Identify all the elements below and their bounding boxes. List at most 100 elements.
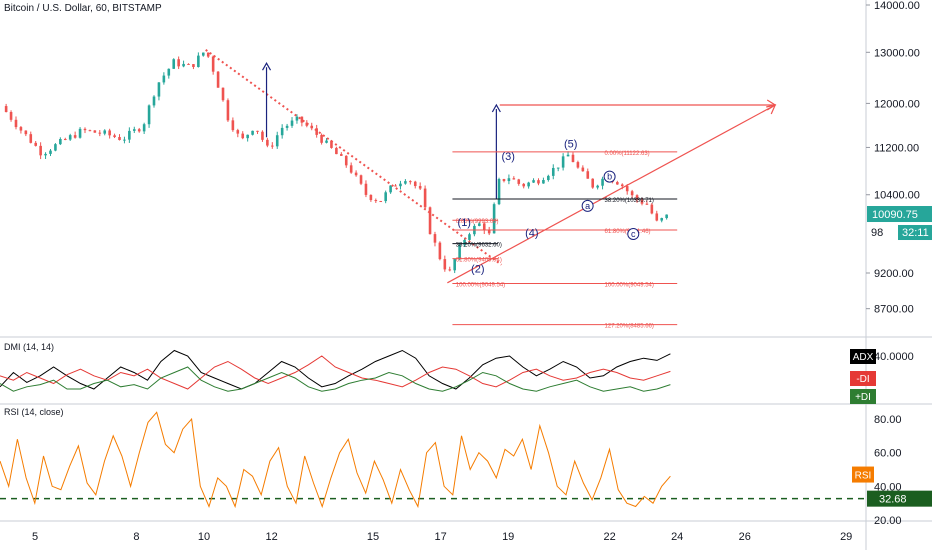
fib-small-label: 0.00%(9993.00)	[456, 219, 499, 225]
candle-body	[423, 188, 427, 208]
candle-body	[231, 120, 235, 131]
wave-label: (2)	[471, 263, 484, 275]
price-tick-label: 14000.00	[874, 0, 920, 12]
time-tick-label: 8	[133, 531, 139, 543]
candle-body	[349, 165, 353, 173]
candle-body	[413, 181, 417, 187]
candle-body	[187, 63, 190, 65]
candle-body	[645, 203, 649, 205]
candle-body	[34, 142, 38, 146]
measure-arrow-left-head	[262, 61, 272, 71]
candle-body	[399, 183, 402, 187]
candle-body	[280, 127, 284, 136]
candle-body	[98, 132, 102, 134]
dmi-legend-box	[850, 349, 876, 364]
candle-body	[374, 200, 378, 202]
last-price-label: 10090.75	[872, 209, 918, 221]
fib-small-label: 100.00%(9049.54)	[456, 283, 505, 289]
candle-body	[261, 131, 264, 140]
candle-body	[157, 82, 161, 97]
candle-body	[438, 242, 442, 260]
candle-body	[177, 59, 180, 67]
dmi-series-di	[0, 366, 671, 392]
wave-label: (5)	[564, 138, 577, 150]
candle-body	[68, 135, 72, 140]
wave-circle	[603, 170, 616, 183]
candle-body	[409, 181, 412, 183]
rising-trend-head	[766, 104, 777, 115]
candle-body	[251, 130, 254, 135]
candle-body	[468, 234, 471, 240]
candle-body	[620, 184, 624, 187]
rsi-pane-label: RSI (14, close)	[4, 407, 64, 417]
candle-body	[482, 223, 486, 231]
rsi-level-box	[867, 490, 932, 507]
price-tick-label: 11200.00	[874, 142, 919, 154]
candle-body	[478, 223, 481, 226]
time-tick-label: 22	[603, 531, 615, 543]
countdown-label: 32:11	[902, 227, 929, 239]
last-price-box	[867, 206, 932, 223]
candle-body	[527, 182, 530, 187]
candle-body	[192, 64, 195, 68]
price-tick-label: 10400.00	[874, 190, 920, 202]
candle-body	[14, 119, 18, 128]
price-candles	[4, 52, 668, 274]
candle-body	[285, 125, 289, 128]
rsi-tick-label: 20.00	[874, 515, 902, 527]
candle-body	[443, 259, 447, 270]
dmi-legend-box	[850, 371, 876, 386]
time-tick-label: 10	[198, 531, 210, 543]
candle-body	[537, 180, 540, 184]
time-tick-label: 29	[840, 531, 852, 543]
candle-body	[556, 167, 560, 169]
time-tick-label: 17	[434, 531, 446, 543]
candle-body	[221, 87, 225, 101]
candle-body	[4, 106, 8, 113]
price-tick-label: 12000.00	[874, 98, 920, 110]
candle-body	[142, 124, 146, 132]
candle-body	[182, 63, 185, 67]
fib-level-label: 0.00%(11122.63)	[605, 151, 650, 157]
candle-body	[369, 194, 373, 201]
dmi-legend-label: -DI	[856, 374, 869, 385]
candle-body	[128, 130, 131, 140]
candle-body	[315, 128, 318, 135]
candle-body	[497, 179, 501, 205]
rsi-tick-label: 40.00	[874, 481, 902, 493]
candle-body	[118, 137, 121, 141]
candle-body	[551, 167, 555, 176]
partial-price-tick: 98	[871, 227, 883, 239]
candle-body	[320, 134, 323, 143]
candle-body	[241, 133, 245, 139]
candle-body	[581, 167, 585, 172]
candle-body	[453, 259, 456, 271]
candle-body	[44, 153, 47, 156]
candle-body	[123, 139, 126, 141]
wave-label: (3)	[501, 151, 514, 163]
candle-body	[507, 178, 511, 182]
time-tick-label: 15	[367, 531, 379, 543]
dmi-pane-label: DMI (14, 14)	[4, 342, 55, 352]
candle-body	[404, 181, 407, 184]
rsi-legend-label: RSI	[855, 471, 872, 482]
dmi-tick-label: 40.0000	[874, 351, 914, 363]
candle-body	[290, 120, 294, 126]
candle-body	[78, 128, 82, 138]
candle-body	[226, 100, 230, 121]
candle-body	[162, 75, 166, 83]
wave-circle	[627, 227, 640, 240]
fib-level-label: 61.80%(9841.46)	[605, 229, 651, 235]
rsi-legend-box	[852, 466, 874, 483]
candle-body	[54, 144, 57, 151]
candle-body	[246, 134, 249, 139]
candle-body	[108, 130, 111, 136]
candle-body	[197, 55, 200, 68]
candle-body	[576, 162, 580, 168]
price-tick-label: 9200.00	[874, 268, 914, 280]
candle-body	[172, 59, 176, 69]
rsi-series	[0, 411, 671, 509]
candle-body	[256, 130, 259, 132]
